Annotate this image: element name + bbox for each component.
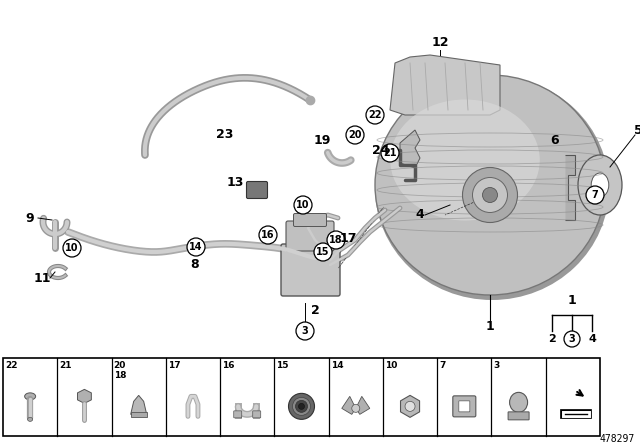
Circle shape <box>586 186 604 204</box>
Circle shape <box>352 405 360 412</box>
Circle shape <box>289 393 314 419</box>
Polygon shape <box>390 55 500 115</box>
Text: 3: 3 <box>493 361 500 370</box>
FancyBboxPatch shape <box>459 401 470 412</box>
Polygon shape <box>77 389 92 403</box>
Text: 478297: 478297 <box>600 434 635 444</box>
Text: 15: 15 <box>316 247 330 257</box>
Text: 9: 9 <box>26 211 35 224</box>
Circle shape <box>564 331 580 347</box>
Ellipse shape <box>578 155 622 215</box>
Polygon shape <box>565 155 575 220</box>
Circle shape <box>63 239 81 257</box>
Text: 6: 6 <box>550 134 559 146</box>
Text: 1: 1 <box>568 293 577 306</box>
Text: 22: 22 <box>5 361 17 370</box>
Circle shape <box>294 196 312 214</box>
FancyBboxPatch shape <box>246 181 268 198</box>
Polygon shape <box>400 130 420 168</box>
Ellipse shape <box>24 393 36 400</box>
Text: 4: 4 <box>415 208 424 221</box>
FancyBboxPatch shape <box>253 411 260 418</box>
Text: 4: 4 <box>588 334 596 344</box>
Circle shape <box>259 226 277 244</box>
Text: 16: 16 <box>222 361 235 370</box>
FancyBboxPatch shape <box>234 411 242 418</box>
Circle shape <box>381 144 399 162</box>
Text: 16: 16 <box>261 230 275 240</box>
Text: 2: 2 <box>548 334 556 344</box>
Ellipse shape <box>390 99 540 220</box>
Text: 7: 7 <box>591 190 598 200</box>
Text: 2: 2 <box>310 305 319 318</box>
FancyBboxPatch shape <box>286 221 334 251</box>
Circle shape <box>296 322 314 340</box>
Text: 17: 17 <box>168 361 180 370</box>
Text: 17: 17 <box>339 232 356 245</box>
Circle shape <box>346 126 364 144</box>
Ellipse shape <box>375 75 605 295</box>
Ellipse shape <box>28 418 33 422</box>
Text: 20: 20 <box>348 130 362 140</box>
Polygon shape <box>131 395 147 414</box>
Text: 8: 8 <box>191 258 199 271</box>
FancyBboxPatch shape <box>131 412 147 418</box>
Text: 7: 7 <box>439 361 445 370</box>
Circle shape <box>296 401 307 412</box>
Circle shape <box>292 397 310 415</box>
Text: 14: 14 <box>331 361 343 370</box>
Ellipse shape <box>509 392 527 412</box>
Text: 19: 19 <box>314 134 331 146</box>
Text: 23: 23 <box>216 129 234 142</box>
Circle shape <box>314 243 332 261</box>
Text: 10: 10 <box>65 243 79 253</box>
Text: 24: 24 <box>372 143 390 156</box>
Text: 10: 10 <box>296 200 310 210</box>
Circle shape <box>366 106 384 124</box>
Text: 21: 21 <box>383 148 397 158</box>
Polygon shape <box>401 395 420 418</box>
Text: 5: 5 <box>634 124 640 137</box>
Text: 3: 3 <box>568 334 575 344</box>
FancyBboxPatch shape <box>508 412 529 420</box>
Text: 18: 18 <box>329 235 343 245</box>
Ellipse shape <box>483 188 497 202</box>
Circle shape <box>298 403 305 409</box>
FancyBboxPatch shape <box>281 244 340 296</box>
Polygon shape <box>356 396 370 414</box>
Text: 20
18: 20 18 <box>113 361 126 380</box>
Text: 22: 22 <box>368 110 381 120</box>
Ellipse shape <box>591 173 609 197</box>
Text: 14: 14 <box>189 242 203 252</box>
Circle shape <box>187 238 205 256</box>
Text: 12: 12 <box>431 36 449 49</box>
Polygon shape <box>342 396 356 414</box>
Text: 11: 11 <box>33 271 51 284</box>
FancyBboxPatch shape <box>294 214 326 227</box>
Text: 1: 1 <box>486 320 494 333</box>
Text: 15: 15 <box>276 361 289 370</box>
Ellipse shape <box>463 168 518 223</box>
Circle shape <box>327 231 345 249</box>
Text: 13: 13 <box>227 177 244 190</box>
Text: 10: 10 <box>385 361 397 370</box>
Text: 3: 3 <box>301 326 308 336</box>
FancyBboxPatch shape <box>453 396 476 417</box>
Ellipse shape <box>472 177 508 212</box>
Bar <box>3 358 600 436</box>
Text: 21: 21 <box>60 361 72 370</box>
Circle shape <box>405 401 415 411</box>
Ellipse shape <box>375 76 609 300</box>
